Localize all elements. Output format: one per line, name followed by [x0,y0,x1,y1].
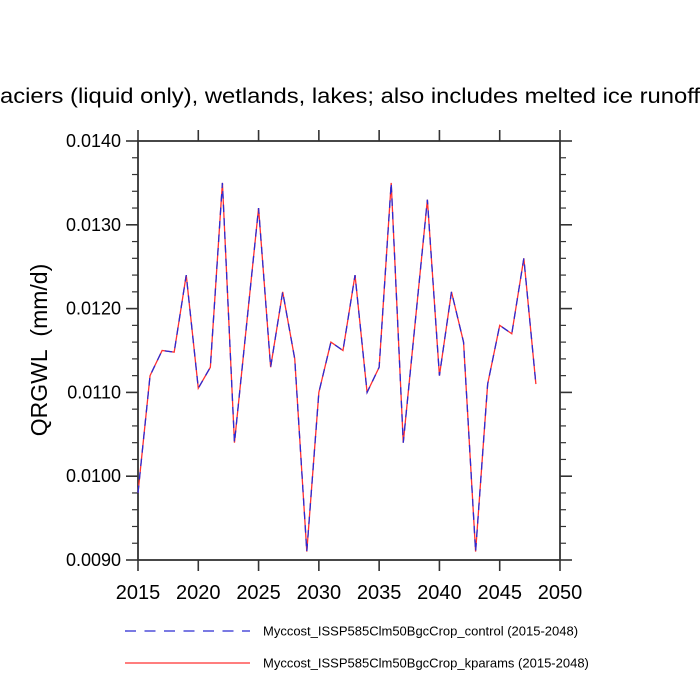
legend-label: Myccost_ISSP585Clm50BgcCrop_kparams (201… [263,656,589,671]
chart-title: aciers (liquid only), wetlands, lakes; a… [0,85,700,108]
y-tick-label: 0.0120 [66,299,121,319]
x-tick-label: 2020 [176,582,221,604]
legend-label: Myccost_ISSP585Clm50BgcCrop_control (201… [263,624,578,639]
y-tick-label: 0.0090 [66,550,121,570]
plot-area: 2015 2020 2025 2030 2035 2040 2045 2050 0.0090 0.… [66,130,582,604]
x-tick-label: 2030 [297,582,342,604]
legend: Myccost_ISSP585Clm50BgcCrop_control (201… [125,624,589,671]
y-tick-label: 0.0100 [66,466,121,486]
y-tick-label: 0.0130 [66,215,121,235]
x-tick-label: 2040 [417,582,462,604]
series-line-solid [137,182,537,552]
plot-frame [137,140,561,561]
x-tick-label: 2045 [477,582,522,604]
y-tick-label: 0.0110 [67,382,121,402]
x-tick-label: 2050 [538,582,583,604]
series-line-dashed [137,182,537,552]
y-tick-label: 0.0140 [66,131,121,151]
y-axis-title: QRGWL (mm/d) [26,264,52,437]
x-tick-label: 2035 [357,582,402,604]
x-tick-label: 2015 [116,582,161,604]
x-tick-label: 2025 [236,582,281,604]
